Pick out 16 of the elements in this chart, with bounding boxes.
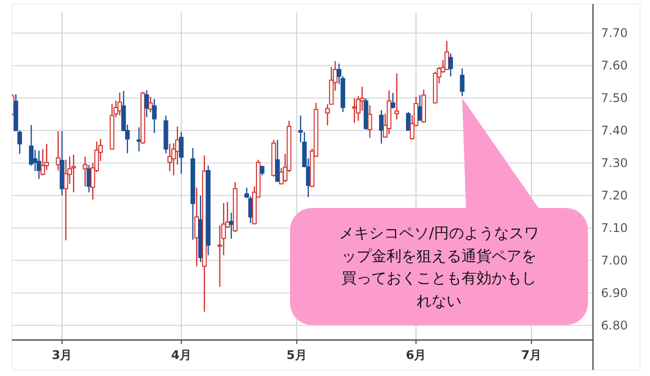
y-tick-label: 7.20	[601, 188, 628, 202]
y-tick-label: 7.40	[601, 124, 628, 138]
y-tick-label: 7.70	[601, 26, 628, 40]
x-tick-label: 3月	[52, 348, 72, 362]
x-tick-label: 5月	[286, 348, 307, 362]
y-tick-label: 7.60	[601, 58, 628, 73]
annotation: メキシコペソ/円のようなスワップ金利を狙える通貨ペアを買っておくことも有効かもしれない	[338, 223, 540, 312]
x-tick-label: 6月	[406, 348, 426, 362]
y-tick-label: 6.90	[601, 286, 628, 300]
x-tick-label: 7月	[521, 348, 542, 362]
y-tick-label: 7.50	[601, 91, 628, 106]
y-tick-label: 6.80	[601, 318, 628, 332]
y-tick-label: 7.00	[601, 253, 628, 268]
x-tick-label: 4月	[171, 348, 192, 362]
y-tick-label: 7.10	[601, 220, 628, 235]
y-tick-label: 7.30	[601, 156, 628, 170]
